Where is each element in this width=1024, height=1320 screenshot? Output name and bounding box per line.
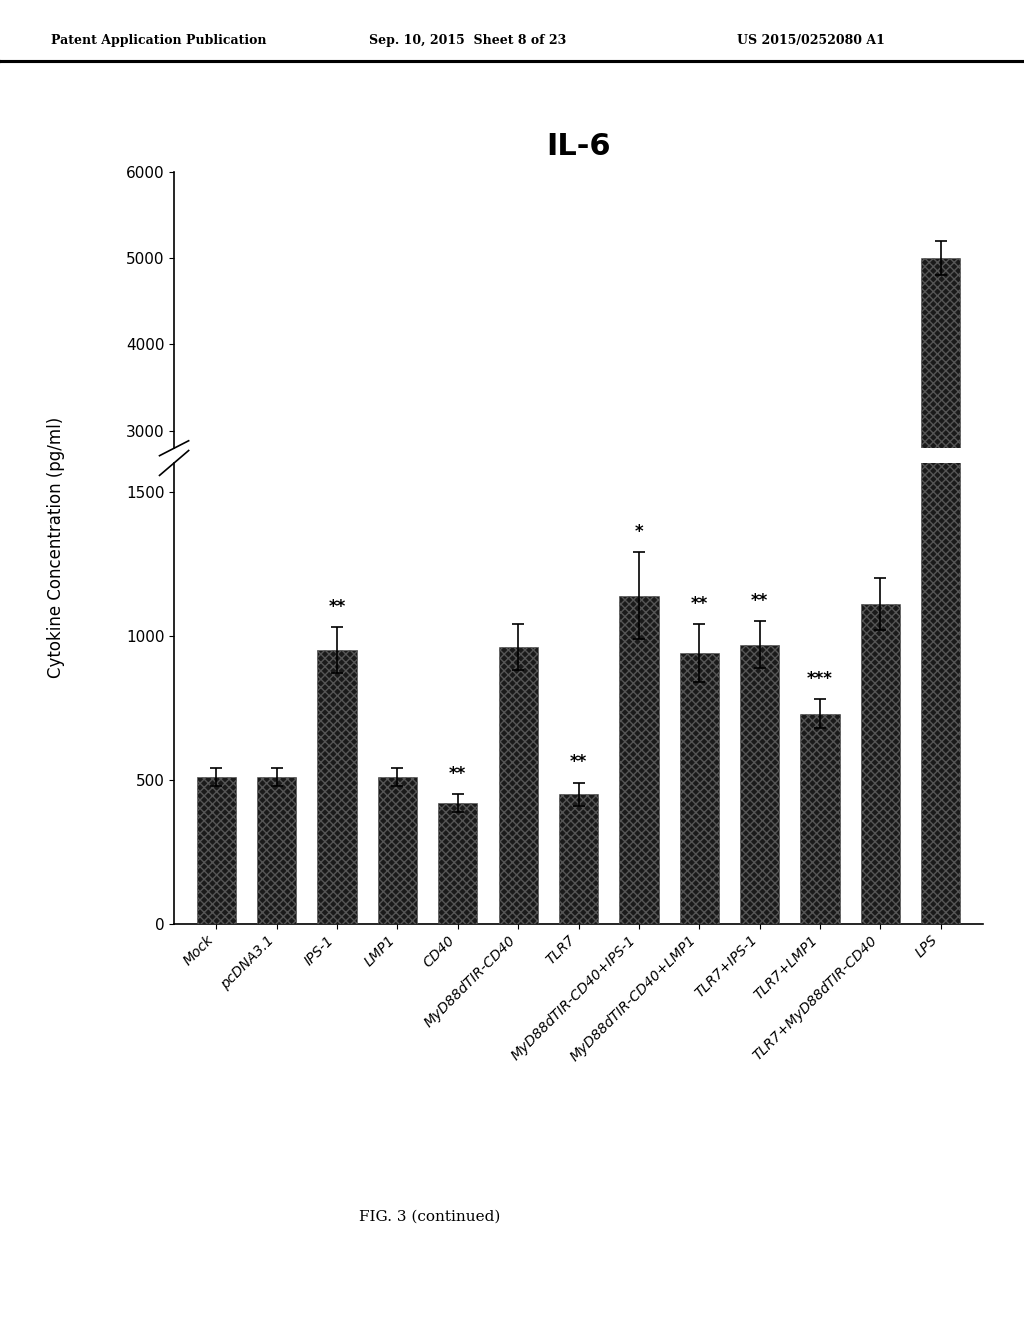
Text: **: ** [690, 595, 708, 612]
Bar [680, 609, 719, 690]
Text: FIG. 3 (continued): FIG. 3 (continued) [359, 1210, 501, 1224]
Text: *: * [635, 523, 643, 541]
Bar [922, 0, 961, 924]
Bar [861, 594, 900, 690]
Bar [559, 651, 598, 690]
Bar [197, 647, 236, 690]
Text: **: ** [329, 598, 346, 615]
Bar [620, 595, 658, 924]
Text: Sep. 10, 2015  Sheet 8 of 23: Sep. 10, 2015 Sheet 8 of 23 [369, 33, 566, 46]
Bar [197, 777, 236, 924]
Text: US 2015/0252080 A1: US 2015/0252080 A1 [737, 33, 885, 46]
Bar [801, 627, 840, 690]
Bar [740, 606, 779, 690]
Bar [317, 609, 356, 690]
Bar [740, 644, 779, 924]
Bar [257, 777, 296, 924]
Bar [499, 647, 538, 924]
Text: **: ** [450, 764, 467, 783]
Bar [317, 651, 356, 924]
Title: IL-6: IL-6 [546, 132, 611, 161]
Bar [620, 591, 658, 690]
Text: **: ** [570, 754, 587, 771]
Bar [559, 795, 598, 924]
Bar [861, 605, 900, 924]
Text: **: ** [751, 591, 768, 610]
Text: Patent Application Publication: Patent Application Publication [51, 33, 266, 46]
Bar [680, 653, 719, 924]
Bar [922, 257, 961, 690]
Bar [378, 777, 417, 924]
Text: ***: *** [807, 669, 833, 688]
Bar [438, 803, 477, 924]
Text: Cytokine Concentration (pg/ml): Cytokine Concentration (pg/ml) [47, 417, 66, 678]
Bar [499, 607, 538, 690]
Bar [378, 647, 417, 690]
Bar [438, 653, 477, 690]
Bar [801, 714, 840, 924]
Bar [257, 647, 296, 690]
